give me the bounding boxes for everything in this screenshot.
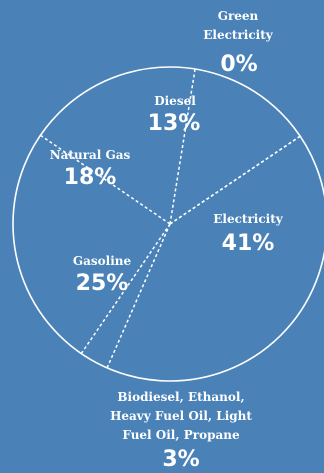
label-other-fuels-line1: Biodiesel, Ethanol, <box>117 390 244 404</box>
value-diesel: 13% <box>148 111 201 136</box>
pie-outline <box>12 66 324 382</box>
slice-divider <box>169 68 196 225</box>
slice-divider <box>169 135 301 225</box>
value-natural-gas: 18% <box>64 165 117 190</box>
value-green-electricity: 0% <box>220 52 257 77</box>
slice-dividers <box>40 68 301 369</box>
value-gasoline: 25% <box>76 271 129 296</box>
label-electricity: Electricity <box>213 212 283 226</box>
label-other-fuels-line3: Fuel Oil, Propane <box>122 428 240 442</box>
label-green-electricity-line2: Electricity <box>203 28 273 42</box>
label-green-electricity-line1: Green <box>218 9 259 23</box>
value-electricity: 41% <box>222 231 275 256</box>
slice-divider <box>80 223 171 354</box>
slice-labels: Green Electricity 0% Diesel 13% Natural … <box>50 9 284 472</box>
label-gasoline: Gasoline <box>73 254 132 268</box>
slice-divider <box>106 223 171 369</box>
slice-divider <box>40 134 171 225</box>
label-other-fuels-line2: Heavy Fuel Oil, Light <box>110 409 252 423</box>
value-other-fuels: 3% <box>162 447 199 472</box>
label-diesel: Diesel <box>154 94 196 108</box>
label-natural-gas: Natural Gas <box>50 148 131 162</box>
